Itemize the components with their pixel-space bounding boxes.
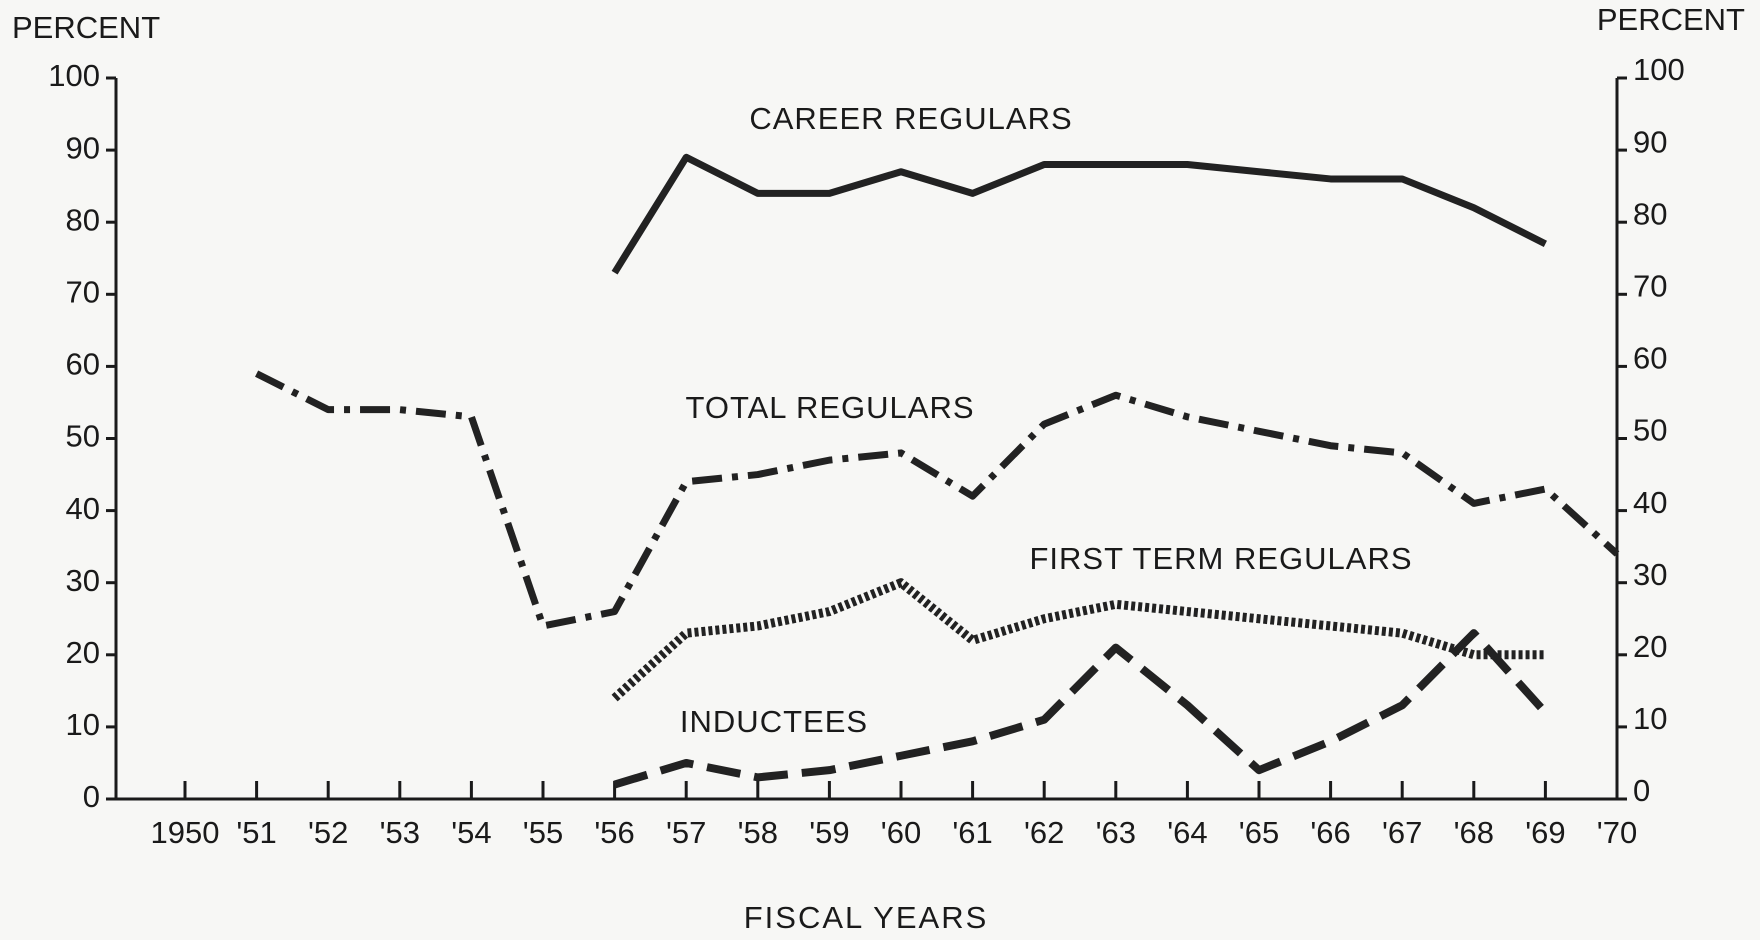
y-tick-label: 100	[48, 58, 100, 93]
x-tick-label: '60	[881, 815, 921, 850]
x-tick-label: '51	[236, 815, 276, 850]
x-axis-label: FISCAL YEARS	[744, 900, 989, 935]
x-tick-label: '56	[594, 815, 634, 850]
y2-tick-label: 30	[1633, 557, 1667, 592]
x-tick-label: '62	[1024, 815, 1064, 850]
series-label: TOTAL REGULARS	[685, 390, 974, 425]
y2-tick-label: 10	[1633, 701, 1667, 736]
y-tick-label: 20	[66, 635, 100, 670]
y-tick-label: 10	[66, 707, 100, 742]
x-tick-label: '67	[1382, 815, 1422, 850]
y2-tick-label: 50	[1633, 413, 1667, 448]
x-tick-label: '63	[1096, 815, 1136, 850]
y2-tick-label: 70	[1633, 268, 1667, 303]
x-tick-label: '70	[1597, 815, 1637, 850]
series-line	[613, 629, 1549, 789]
axis-frame	[114, 78, 1619, 801]
y-axis-label: PERCENT	[12, 10, 160, 45]
y2-tick-label: 90	[1633, 124, 1667, 159]
series-line	[611, 153, 1547, 275]
x-tick-label: '69	[1525, 815, 1565, 850]
y2-tick-label: 80	[1633, 196, 1667, 231]
x-tick-label: '61	[952, 815, 992, 850]
x-tick-label: '54	[451, 815, 491, 850]
x-tick-label: 1950	[151, 815, 220, 850]
series-line	[255, 370, 1620, 630]
y2-tick-label: 0	[1633, 773, 1650, 808]
x-tick-label: '57	[666, 815, 706, 850]
y-tick-label: 70	[66, 274, 100, 309]
y-tick-label: 90	[66, 130, 100, 165]
x-tick-label: '53	[380, 815, 420, 850]
x-tick-label: '68	[1454, 815, 1494, 850]
x-tick-label: '59	[809, 815, 849, 850]
y2-tick-label: 20	[1633, 629, 1667, 664]
y-tick-label: 50	[66, 419, 100, 454]
x-tick-label: '66	[1310, 815, 1350, 850]
y-tick-label: 80	[66, 202, 100, 237]
series-line	[611, 578, 1546, 702]
series-label: FIRST TERM REGULARS	[1029, 541, 1412, 576]
x-tick-label: '65	[1239, 815, 1279, 850]
x-tick-label: '64	[1167, 815, 1207, 850]
y2-tick-label: 40	[1633, 485, 1667, 520]
x-tick-label: '52	[308, 815, 348, 850]
x-tick-label: '55	[523, 815, 563, 850]
series-label: CAREER REGULARS	[749, 101, 1072, 136]
series-label: INDUCTEES	[680, 704, 868, 739]
y-tick-label: 40	[66, 491, 100, 526]
y-tick-label: 0	[83, 779, 100, 814]
y-tick-label: 30	[66, 563, 100, 598]
x-tick-label: '58	[738, 815, 778, 850]
y2-axis-label: PERCENT	[1597, 2, 1745, 37]
y2-tick-label: 60	[1633, 341, 1667, 376]
y2-tick-label: 100	[1633, 52, 1685, 87]
y-tick-label: 60	[66, 347, 100, 382]
